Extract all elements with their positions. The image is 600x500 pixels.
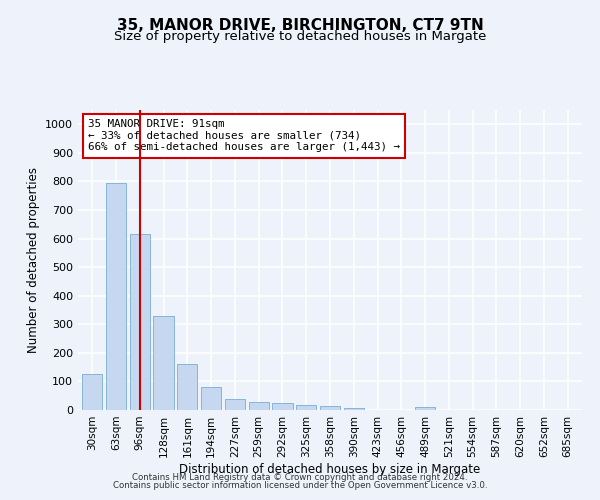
Text: Size of property relative to detached houses in Margate: Size of property relative to detached ho… xyxy=(114,30,486,43)
Bar xyxy=(320,406,340,410)
Bar xyxy=(296,406,316,410)
Y-axis label: Number of detached properties: Number of detached properties xyxy=(26,167,40,353)
Bar xyxy=(130,234,150,410)
Bar xyxy=(82,374,103,410)
Bar xyxy=(415,407,435,410)
Bar xyxy=(201,386,221,410)
Bar xyxy=(154,316,173,410)
Text: 35 MANOR DRIVE: 91sqm
← 33% of detached houses are smaller (734)
66% of semi-det: 35 MANOR DRIVE: 91sqm ← 33% of detached … xyxy=(88,119,400,152)
Bar xyxy=(248,402,269,410)
Text: Contains public sector information licensed under the Open Government Licence v3: Contains public sector information licen… xyxy=(113,481,487,490)
Bar xyxy=(344,408,364,410)
X-axis label: Distribution of detached houses by size in Margate: Distribution of detached houses by size … xyxy=(179,462,481,475)
Text: 35, MANOR DRIVE, BIRCHINGTON, CT7 9TN: 35, MANOR DRIVE, BIRCHINGTON, CT7 9TN xyxy=(116,18,484,32)
Bar xyxy=(106,183,126,410)
Bar xyxy=(225,398,245,410)
Text: Contains HM Land Registry data © Crown copyright and database right 2024.: Contains HM Land Registry data © Crown c… xyxy=(132,472,468,482)
Bar xyxy=(177,364,197,410)
Bar xyxy=(272,403,293,410)
